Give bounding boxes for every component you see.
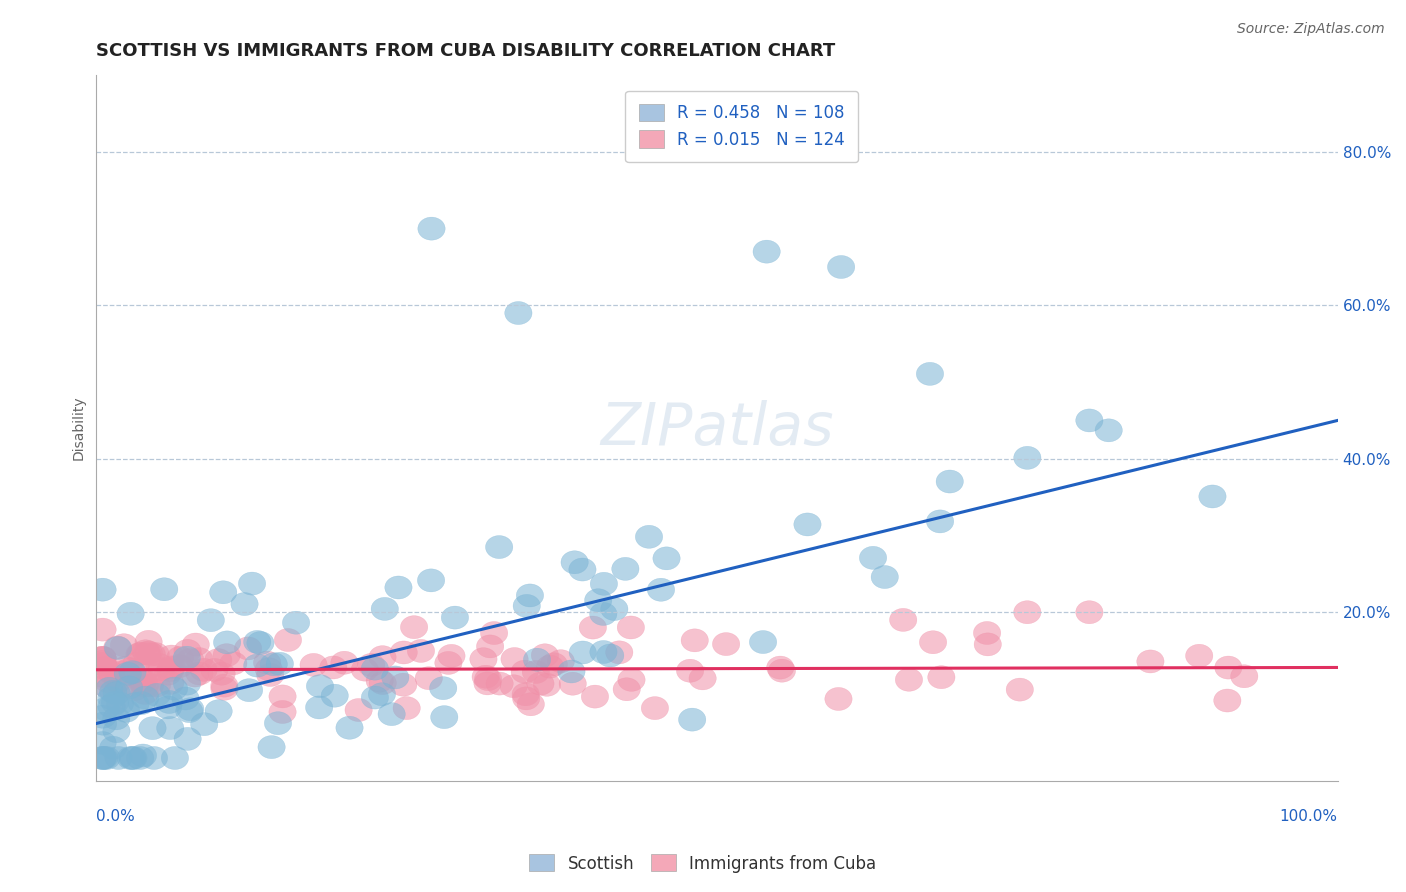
Text: ZIPatlas: ZIPatlas (600, 400, 834, 457)
Legend: Scottish, Immigrants from Cuba: Scottish, Immigrants from Cuba (523, 847, 883, 880)
Y-axis label: Disability: Disability (72, 396, 86, 460)
Text: 100.0%: 100.0% (1279, 809, 1337, 824)
Text: 0.0%: 0.0% (97, 809, 135, 824)
Text: SCOTTISH VS IMMIGRANTS FROM CUBA DISABILITY CORRELATION CHART: SCOTTISH VS IMMIGRANTS FROM CUBA DISABIL… (97, 42, 835, 60)
Text: Source: ZipAtlas.com: Source: ZipAtlas.com (1237, 22, 1385, 37)
Legend: R = 0.458   N = 108, R = 0.015   N = 124: R = 0.458 N = 108, R = 0.015 N = 124 (626, 91, 858, 162)
